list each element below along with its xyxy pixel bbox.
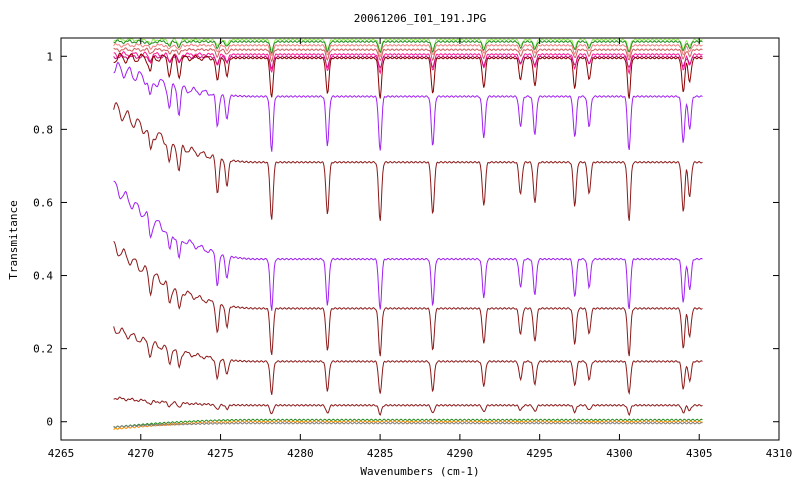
- y-tick-label: 0.2: [33, 343, 53, 356]
- x-axis: 4265 4270 4275 4280 4285 4290 4295 4300 4305 4310: [48, 38, 793, 460]
- x-tick-label: 4295: [526, 447, 553, 460]
- x-tick-label: 4310: [766, 447, 793, 460]
- series-line: [113, 47, 703, 63]
- series-line: [113, 38, 703, 53]
- x-tick-label: 4270: [128, 447, 155, 460]
- x-tick-label: 4305: [686, 447, 713, 460]
- y-tick-label: 1: [46, 50, 53, 63]
- chart-title: 20061206_I01_191.JPG: [354, 12, 486, 25]
- plot-clip-group: [113, 38, 703, 431]
- series-line: [113, 326, 703, 396]
- series-line: [113, 52, 703, 99]
- y-axis: 0 0.2 0.4 0.6 0.8 1: [33, 50, 779, 429]
- x-tick-label: 4285: [367, 447, 394, 460]
- series-line: [113, 240, 703, 357]
- y-axis-label: Transmitance: [7, 200, 20, 279]
- x-tick-label: 4290: [447, 447, 474, 460]
- x-tick-label: 4275: [207, 447, 234, 460]
- x-tick-label: 4280: [287, 447, 314, 460]
- series-line: [113, 421, 703, 429]
- y-tick-label: 0.4: [33, 270, 53, 283]
- y-tick-label: 0.6: [33, 196, 53, 209]
- x-tick-label: 4300: [606, 447, 633, 460]
- series-line: [113, 54, 703, 70]
- series-line: [113, 418, 703, 429]
- series-group: [113, 38, 703, 431]
- series-line: [113, 420, 703, 431]
- x-tick-label: 4265: [48, 447, 75, 460]
- series-line: [113, 396, 703, 417]
- series-line: [113, 180, 703, 311]
- series-line: [113, 51, 703, 75]
- series-line: [113, 39, 703, 55]
- series-line: [113, 42, 703, 58]
- y-tick-label: 0.8: [33, 123, 53, 136]
- x-axis-label: Wavenumbers (cm-1): [360, 465, 479, 478]
- series-line: [113, 61, 703, 152]
- plot-frame: [60, 37, 780, 441]
- series-line: [113, 101, 703, 221]
- y-tick-label: 0: [46, 416, 53, 429]
